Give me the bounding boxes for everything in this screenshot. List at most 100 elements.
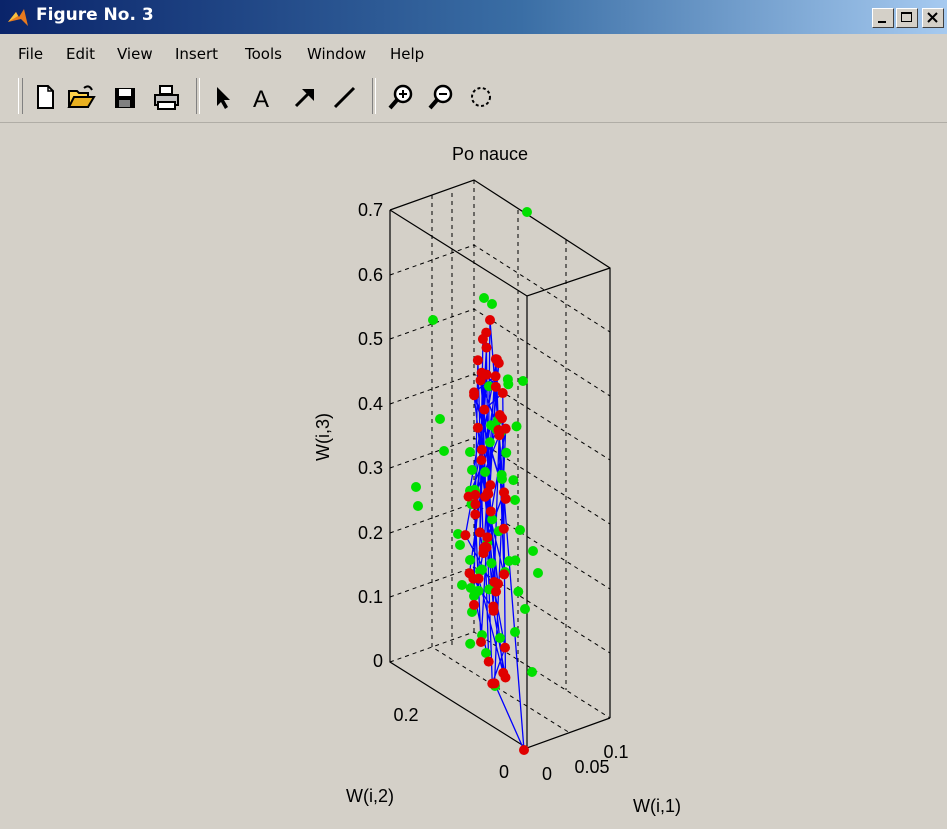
data-point-green bbox=[465, 555, 475, 565]
data-point-red bbox=[470, 499, 481, 510]
select-button[interactable] bbox=[208, 82, 238, 112]
y-tick-label: 0 bbox=[499, 762, 509, 782]
close-icon bbox=[927, 12, 938, 23]
data-point-green bbox=[527, 667, 537, 677]
data-point-green bbox=[428, 315, 438, 325]
data-point-red bbox=[480, 491, 491, 502]
data-point-red bbox=[489, 678, 500, 689]
save-icon bbox=[115, 88, 135, 108]
maximize-button[interactable] bbox=[896, 8, 918, 28]
data-point-green bbox=[465, 638, 476, 649]
zoom-out-button[interactable] bbox=[426, 82, 456, 112]
menu-window[interactable]: Window bbox=[307, 45, 367, 63]
minimize-icon bbox=[878, 21, 886, 23]
insert-text-icon: A bbox=[253, 86, 269, 112]
data-point-red bbox=[490, 381, 501, 392]
data-point-red bbox=[519, 745, 529, 755]
open-folder-icon bbox=[67, 85, 96, 108]
toolbar-grip[interactable] bbox=[18, 78, 23, 114]
minimize-button[interactable] bbox=[872, 8, 894, 28]
title-bar[interactable]: Figure No. 3 bbox=[0, 0, 947, 34]
data-point-red bbox=[498, 667, 509, 678]
svg-text:A: A bbox=[253, 86, 269, 112]
window-title: Figure No. 3 bbox=[36, 5, 154, 25]
menu-bar: File Edit View Insert Tools Window Help bbox=[0, 34, 947, 68]
menu-file[interactable]: File bbox=[18, 45, 44, 63]
data-point-red bbox=[469, 599, 480, 610]
data-point-red bbox=[485, 506, 496, 517]
data-point-green bbox=[515, 525, 525, 535]
print-button[interactable] bbox=[152, 82, 182, 112]
data-point-green bbox=[513, 586, 524, 597]
maximize-icon bbox=[901, 12, 912, 22]
x-tick-label: 0.05 bbox=[574, 757, 609, 777]
data-point-green bbox=[501, 447, 512, 458]
data-point-red bbox=[481, 542, 492, 553]
new-file-button[interactable] bbox=[30, 82, 60, 112]
data-point-red bbox=[476, 455, 487, 466]
menu-insert[interactable]: Insert bbox=[175, 45, 219, 63]
z-tick-label: 0.3 bbox=[358, 458, 383, 478]
data-point-green bbox=[510, 495, 520, 505]
data-point-red bbox=[472, 355, 483, 366]
insert-arrow-icon bbox=[294, 88, 314, 108]
data-point-green bbox=[477, 564, 488, 575]
data-point-red bbox=[490, 371, 501, 382]
data-point-green bbox=[435, 414, 445, 424]
data-point-red bbox=[479, 404, 490, 415]
data-point-red bbox=[483, 656, 494, 667]
data-point-green bbox=[503, 379, 514, 390]
data-point-green bbox=[467, 465, 477, 475]
insert-line-button[interactable] bbox=[330, 82, 360, 112]
rotate-3d-button[interactable] bbox=[466, 82, 496, 112]
select-arrow-icon bbox=[217, 87, 230, 109]
data-point-green bbox=[465, 447, 475, 457]
data-point-red bbox=[491, 586, 502, 597]
print-icon bbox=[154, 85, 179, 110]
data-point-red bbox=[492, 578, 503, 589]
zoom-in-icon bbox=[388, 84, 413, 110]
data-point-green bbox=[465, 582, 476, 593]
rotate-3d-icon bbox=[471, 87, 491, 107]
data-point-green bbox=[484, 437, 495, 448]
data-point-green bbox=[522, 207, 532, 217]
z-tick-label: 0.2 bbox=[358, 523, 383, 543]
data-point-green bbox=[479, 293, 489, 303]
data-point-red bbox=[474, 527, 485, 538]
new-file-icon bbox=[37, 85, 54, 109]
data-point-red bbox=[500, 642, 511, 653]
data-point-red bbox=[500, 493, 511, 504]
matlab-logo-icon bbox=[8, 9, 28, 26]
data-point-red bbox=[460, 530, 471, 541]
menu-edit[interactable]: Edit bbox=[66, 45, 96, 63]
menu-tools[interactable]: Tools bbox=[245, 45, 282, 63]
close-button[interactable] bbox=[922, 8, 944, 28]
data-point-red bbox=[498, 523, 509, 534]
y-axis-label: W(i,2) bbox=[346, 786, 394, 806]
data-point-green bbox=[481, 648, 491, 658]
data-point-green bbox=[510, 555, 521, 566]
toolbar-separator bbox=[196, 78, 200, 114]
data-point-green bbox=[495, 633, 505, 643]
menu-view[interactable]: View bbox=[117, 45, 153, 63]
insert-line-icon bbox=[333, 86, 356, 109]
data-point-red bbox=[473, 573, 484, 584]
insert-arrow-button[interactable] bbox=[290, 82, 320, 112]
menu-help[interactable]: Help bbox=[390, 45, 425, 63]
data-point-green bbox=[533, 568, 543, 578]
zoom-in-button[interactable] bbox=[386, 82, 416, 112]
insert-text-button[interactable]: A bbox=[248, 82, 278, 112]
z-tick-label: 0 bbox=[373, 651, 383, 671]
data-point-red bbox=[499, 569, 510, 580]
save-button[interactable] bbox=[110, 82, 140, 112]
y-tick-label: 0.2 bbox=[393, 705, 418, 725]
open-button[interactable] bbox=[66, 82, 96, 112]
data-point-green bbox=[487, 299, 497, 309]
data-point-red bbox=[470, 509, 481, 520]
toolbar: A bbox=[0, 68, 947, 123]
z-tick-label: 0.6 bbox=[358, 265, 383, 285]
data-point-green bbox=[487, 514, 498, 525]
chart-title: Po nauce bbox=[452, 144, 528, 164]
